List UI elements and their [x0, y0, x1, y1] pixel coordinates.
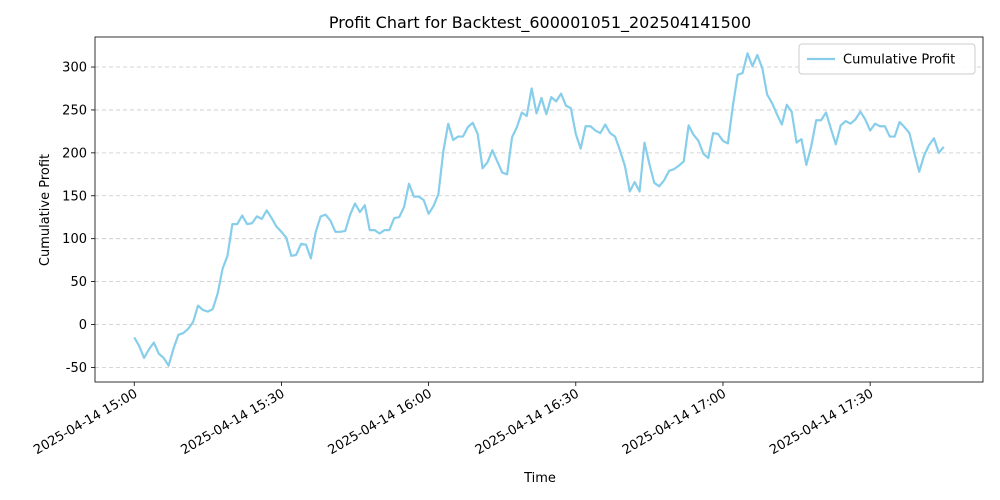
y-tick-label: 0 — [79, 318, 87, 333]
y-tick-label: 150 — [62, 189, 87, 204]
y-tick-label: -50 — [66, 361, 87, 376]
x-tick-label: 2025-04-14 17:00 — [620, 386, 729, 458]
y-tick-label: 300 — [62, 61, 87, 76]
y-tick-label: 250 — [62, 103, 87, 118]
y-axis-label: Cumulative Profit — [38, 154, 53, 266]
x-tick-label: 2025-04-14 16:00 — [326, 386, 435, 458]
x-tick-label: 2025-04-14 16:30 — [473, 386, 582, 458]
y-tick-label: 200 — [62, 146, 87, 161]
legend-label: Cumulative Profit — [843, 53, 955, 68]
x-tick-label: 2025-04-14 15:00 — [31, 386, 140, 458]
x-axis-label: Time — [523, 471, 556, 486]
y-tick-label: 100 — [62, 232, 87, 247]
chart-title: Profit Chart for Backtest_600001051_2025… — [329, 13, 751, 33]
line-series — [133, 52, 945, 367]
legend-box — [798, 43, 976, 75]
y-tick-label: 50 — [70, 275, 87, 290]
x-tick-label: 2025-04-14 15:30 — [178, 386, 287, 458]
x-tick-label: 2025-04-14 17:30 — [767, 386, 876, 458]
plot-frame — [94, 36, 984, 383]
